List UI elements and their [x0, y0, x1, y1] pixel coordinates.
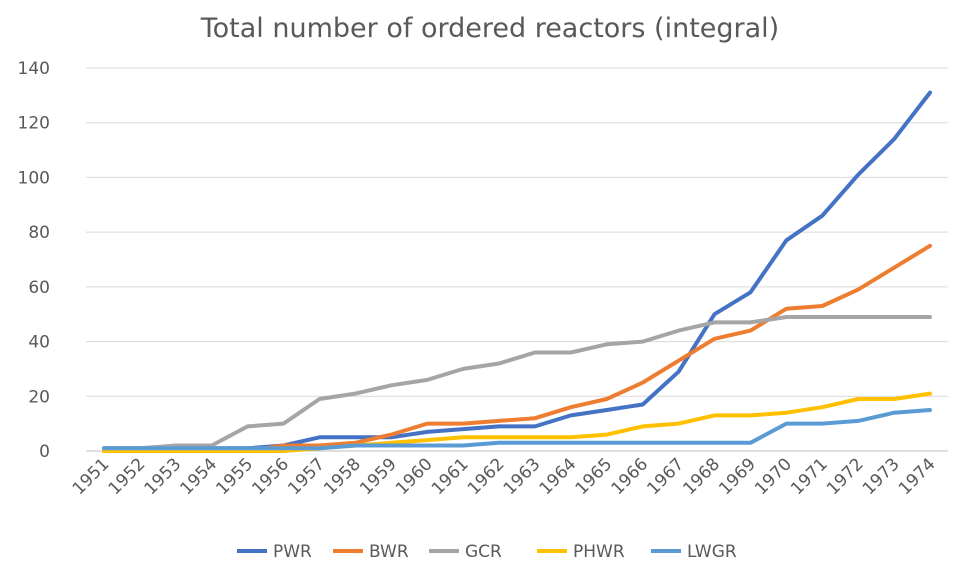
x-tick-label: 1970	[751, 454, 796, 499]
x-tick-label: 1965	[572, 454, 617, 499]
y-tick-label: 20	[28, 387, 50, 407]
x-tick-label: 1968	[679, 454, 724, 499]
legend-label-gcr: GCR	[465, 542, 502, 562]
legend-label-pwr: PWR	[273, 542, 312, 562]
x-tick-label: 1960	[392, 454, 437, 499]
legend-label-phwr: PHWR	[573, 542, 625, 562]
series-line-bwr	[102, 243, 932, 453]
y-tick-label: 120	[18, 114, 50, 134]
x-tick-label: 1973	[859, 454, 904, 499]
x-tick-label: 1964	[536, 454, 581, 499]
y-tick-label: 40	[28, 333, 50, 353]
legend-label-bwr: BWR	[369, 542, 409, 562]
x-tick-label: 1956	[248, 454, 293, 499]
x-tick-label: 1954	[177, 454, 222, 499]
series-line-lwgr	[102, 408, 932, 451]
y-tick-label: 0	[39, 442, 50, 462]
legend: PWR BWR GCR PHWR LWGR	[237, 542, 737, 562]
gridlines	[86, 67, 948, 452]
series-line-phwr	[102, 391, 932, 453]
legend-label-lwgr: LWGR	[687, 542, 737, 562]
x-tick-label: 1951	[69, 454, 114, 499]
x-tick-label: 1958	[320, 454, 365, 499]
x-tick-label: 1953	[141, 454, 186, 499]
x-tick-label: 1972	[823, 454, 868, 499]
x-tick-label: 1971	[787, 454, 832, 499]
x-tick-label: 1961	[428, 454, 473, 499]
x-tick-label: 1974	[895, 454, 940, 499]
x-tick-label: 1966	[608, 454, 653, 499]
series-line-gcr	[102, 315, 932, 451]
x-tick-label: 1952	[105, 454, 150, 499]
x-tick-label: 1963	[500, 454, 545, 499]
y-tick-label: 100	[18, 168, 50, 188]
y-axis-ticks: 0 20 40 60 80 100 120 140	[18, 59, 50, 462]
x-tick-label: 1969	[715, 454, 760, 499]
chart-title: Total number of ordered reactors (integr…	[200, 13, 779, 44]
series-line-pwr	[102, 90, 932, 451]
x-tick-label: 1957	[284, 454, 329, 499]
x-tick-label: 1955	[212, 454, 257, 499]
y-tick-label: 80	[28, 223, 50, 243]
y-tick-label: 140	[18, 59, 50, 79]
y-tick-label: 60	[28, 278, 50, 298]
x-tick-label: 1967	[643, 454, 688, 499]
series-lines	[102, 90, 932, 453]
x-axis-ticks: 1951195219531954195519561957195819591960…	[69, 454, 940, 499]
x-tick-label: 1959	[356, 454, 401, 499]
x-tick-label: 1962	[464, 454, 509, 499]
